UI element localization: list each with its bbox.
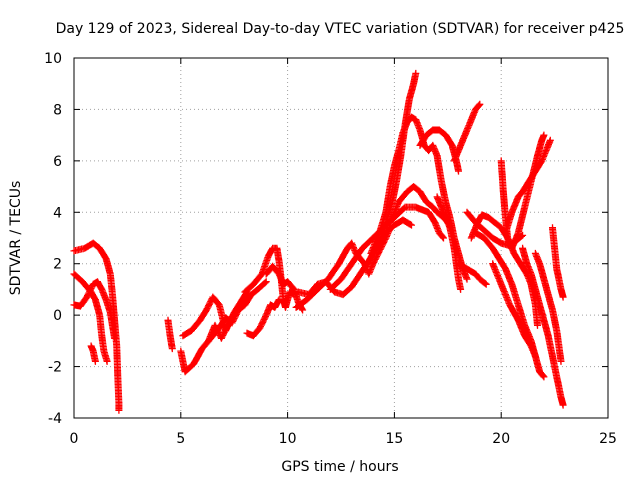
y-tick-label: -4 <box>48 411 62 427</box>
y-tick-label: 8 <box>53 102 62 118</box>
plus-markers <box>549 224 567 301</box>
data-track <box>70 239 123 414</box>
data-track <box>531 249 565 365</box>
plus-markers <box>455 260 490 288</box>
x-tick-label: 0 <box>70 431 79 447</box>
x-axis-label: GPS time / hours <box>281 459 398 475</box>
plus-markers <box>70 239 123 414</box>
data-track <box>502 136 554 237</box>
y-tick-label: 10 <box>44 51 62 67</box>
axis-ticks: 0 5 10 15 20 25 -4 -2 0 2 4 6 8 10 <box>44 51 617 447</box>
x-tick-label: 20 <box>492 431 510 447</box>
data-track <box>243 296 283 340</box>
data-track <box>375 69 420 247</box>
x-tick-label: 15 <box>385 431 403 447</box>
data-track <box>450 100 484 165</box>
data-track <box>87 342 99 365</box>
x-tick-label: 5 <box>176 431 185 447</box>
y-tick-label: 2 <box>53 257 62 273</box>
data-points <box>70 69 567 414</box>
y-tick-label: 4 <box>53 205 62 221</box>
plus-markers <box>489 260 539 360</box>
plus-markers <box>502 136 554 237</box>
x-tick-label: 25 <box>599 431 617 447</box>
plus-markers <box>433 193 465 293</box>
plot-frame <box>73 57 609 419</box>
y-tick-label: -2 <box>48 360 62 376</box>
plus-markers <box>243 296 283 340</box>
y-axis-label: SDTVAR / TECUs <box>8 181 24 296</box>
data-track <box>205 321 232 345</box>
data-track <box>519 244 567 409</box>
x-tick-label: 10 <box>279 431 297 447</box>
plus-markers <box>205 321 232 345</box>
data-track <box>549 224 567 301</box>
plus-markers <box>450 100 484 165</box>
data-track <box>433 193 465 293</box>
plus-markers <box>70 278 119 342</box>
data-track <box>70 278 119 342</box>
data-track <box>164 316 176 353</box>
plus-markers <box>87 342 99 365</box>
y-tick-label: 6 <box>53 154 62 170</box>
data-track <box>489 260 539 360</box>
y-tick-label: 0 <box>53 308 62 324</box>
plus-markers <box>164 316 176 353</box>
plus-markers <box>375 69 420 247</box>
chart-title: Day 129 of 2023, Sidereal Day-to-day VTE… <box>56 21 625 37</box>
plus-markers <box>519 244 567 409</box>
data-track <box>455 260 490 288</box>
plus-markers <box>531 249 565 365</box>
